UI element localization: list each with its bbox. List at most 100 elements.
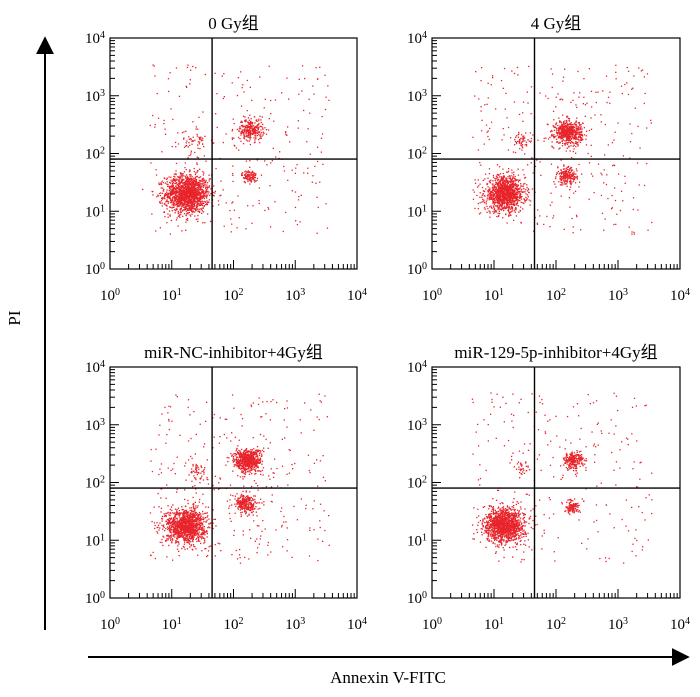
data-point [190,69,192,71]
data-point [515,215,517,217]
data-point [502,168,504,170]
data-point [558,121,561,123]
data-point [189,513,192,515]
data-point [181,174,183,176]
data-point [184,524,186,526]
data-point [164,216,166,218]
data-point [513,191,515,193]
data-point [175,174,177,176]
data-point [176,178,178,180]
data-point [176,188,178,190]
data-point [193,177,195,179]
data-point [613,164,616,167]
data-point [247,121,249,123]
data-point [184,190,186,193]
data-point [171,525,173,527]
data-point [479,161,481,164]
data-point [556,138,558,140]
data-point [186,180,188,183]
data-point [254,176,256,178]
data-point [165,540,167,542]
data-point [513,171,515,173]
data-point [525,193,527,195]
data-point [178,529,180,531]
data-point [195,180,197,182]
data-point [555,174,558,176]
data-point [193,194,196,196]
data-point [505,187,507,190]
data-point [561,182,563,184]
data-point [202,222,204,224]
data-point [194,200,196,202]
data-point [191,193,193,195]
data-point [247,170,249,172]
data-point [187,502,189,505]
data-point [257,125,259,127]
data-point [508,208,510,210]
data-point [181,203,183,205]
data-point [565,150,567,152]
data-point [494,183,497,185]
data-point [294,206,297,209]
data-point [176,198,178,200]
data-point [502,198,505,200]
data-point [185,203,188,206]
data-point [163,122,165,125]
data-point [566,121,568,123]
data-point [185,198,187,200]
panel-title: miR-NC-inhibitor+4Gy组 [144,343,323,362]
data-point [196,195,198,197]
data-point [183,206,185,208]
data-point [485,201,487,203]
data-point [185,130,187,132]
data-point [201,200,203,202]
data-point [255,173,257,175]
data-point [507,196,509,198]
data-point [179,523,182,525]
data-point [254,116,256,118]
data-point [272,147,274,149]
data-point [509,200,511,202]
data-point [569,176,572,178]
data-point [578,140,580,142]
data-point [504,202,506,204]
data-point [563,177,565,179]
data-point [502,181,504,183]
data-point [503,176,505,179]
data-point [491,194,493,197]
data-point [186,511,188,513]
data-point [191,205,193,207]
data-point [321,133,324,135]
data-point [256,177,259,180]
data-point [317,206,319,209]
data-point [565,121,568,124]
data-point [522,139,524,141]
data-point [315,182,317,184]
data-point [532,134,534,136]
data-point [166,204,168,206]
data-point [180,201,182,203]
data-point [188,187,191,190]
data-point [484,208,486,210]
data-point [561,136,563,138]
data-point [275,156,277,158]
data-point [181,547,183,550]
data-point [494,186,496,188]
data-point [512,151,515,153]
data-point [496,201,498,204]
data-point [631,233,633,235]
data-point [505,185,508,188]
data-point [171,198,173,200]
data-point [532,172,534,174]
data-point [500,199,503,201]
data-point [564,142,567,144]
data-point [168,185,170,187]
data-point [182,529,184,532]
data-point [499,195,501,198]
data-point [517,134,519,136]
data-point [561,140,563,142]
data-point [584,104,587,106]
data-point [564,177,566,179]
